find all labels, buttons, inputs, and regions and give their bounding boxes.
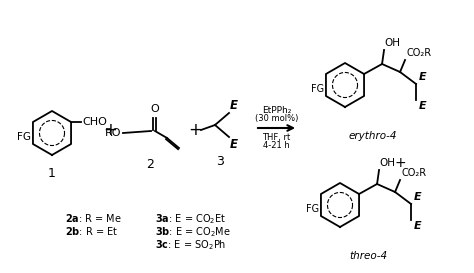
Text: E: E xyxy=(419,101,427,111)
Text: 2: 2 xyxy=(146,158,154,171)
Text: $\mathbf{2b}$: R = Et: $\mathbf{2b}$: R = Et xyxy=(65,225,118,237)
Text: $\mathbf{3b}$: E = CO$_2$Me: $\mathbf{3b}$: E = CO$_2$Me xyxy=(155,225,231,239)
Text: +: + xyxy=(394,156,406,170)
Text: $\mathbf{3a}$: E = CO$_2$Et: $\mathbf{3a}$: E = CO$_2$Et xyxy=(155,212,226,226)
Text: FG: FG xyxy=(311,84,324,94)
Text: erythro-4: erythro-4 xyxy=(349,131,397,141)
Text: $\mathbf{2a}$: R = Me: $\mathbf{2a}$: R = Me xyxy=(65,212,122,224)
Text: THF, rt: THF, rt xyxy=(263,133,291,142)
Text: +: + xyxy=(103,121,117,139)
Text: OH: OH xyxy=(379,158,395,168)
Text: O: O xyxy=(151,104,159,114)
Text: threo-4: threo-4 xyxy=(349,251,387,261)
Text: CO₂R: CO₂R xyxy=(406,48,431,58)
Text: E: E xyxy=(414,192,422,202)
Text: +: + xyxy=(188,121,202,139)
Text: CO₂R: CO₂R xyxy=(401,168,426,178)
Text: 4-21 h: 4-21 h xyxy=(263,141,290,150)
Text: (30 mol%): (30 mol%) xyxy=(255,114,298,123)
Text: OH: OH xyxy=(384,38,400,48)
Text: CHO: CHO xyxy=(82,117,107,127)
Text: E: E xyxy=(419,72,427,82)
Text: E: E xyxy=(230,138,238,151)
Text: FG: FG xyxy=(306,204,319,214)
Text: RO: RO xyxy=(104,128,121,138)
Text: 3: 3 xyxy=(216,155,224,168)
Text: E: E xyxy=(230,99,238,112)
Text: FG: FG xyxy=(17,132,31,142)
Text: 1: 1 xyxy=(48,167,56,180)
Text: E: E xyxy=(414,221,422,231)
Text: EtPPh₂: EtPPh₂ xyxy=(262,106,291,115)
Text: $\mathbf{3c}$: E = SO$_2$Ph: $\mathbf{3c}$: E = SO$_2$Ph xyxy=(155,238,227,252)
